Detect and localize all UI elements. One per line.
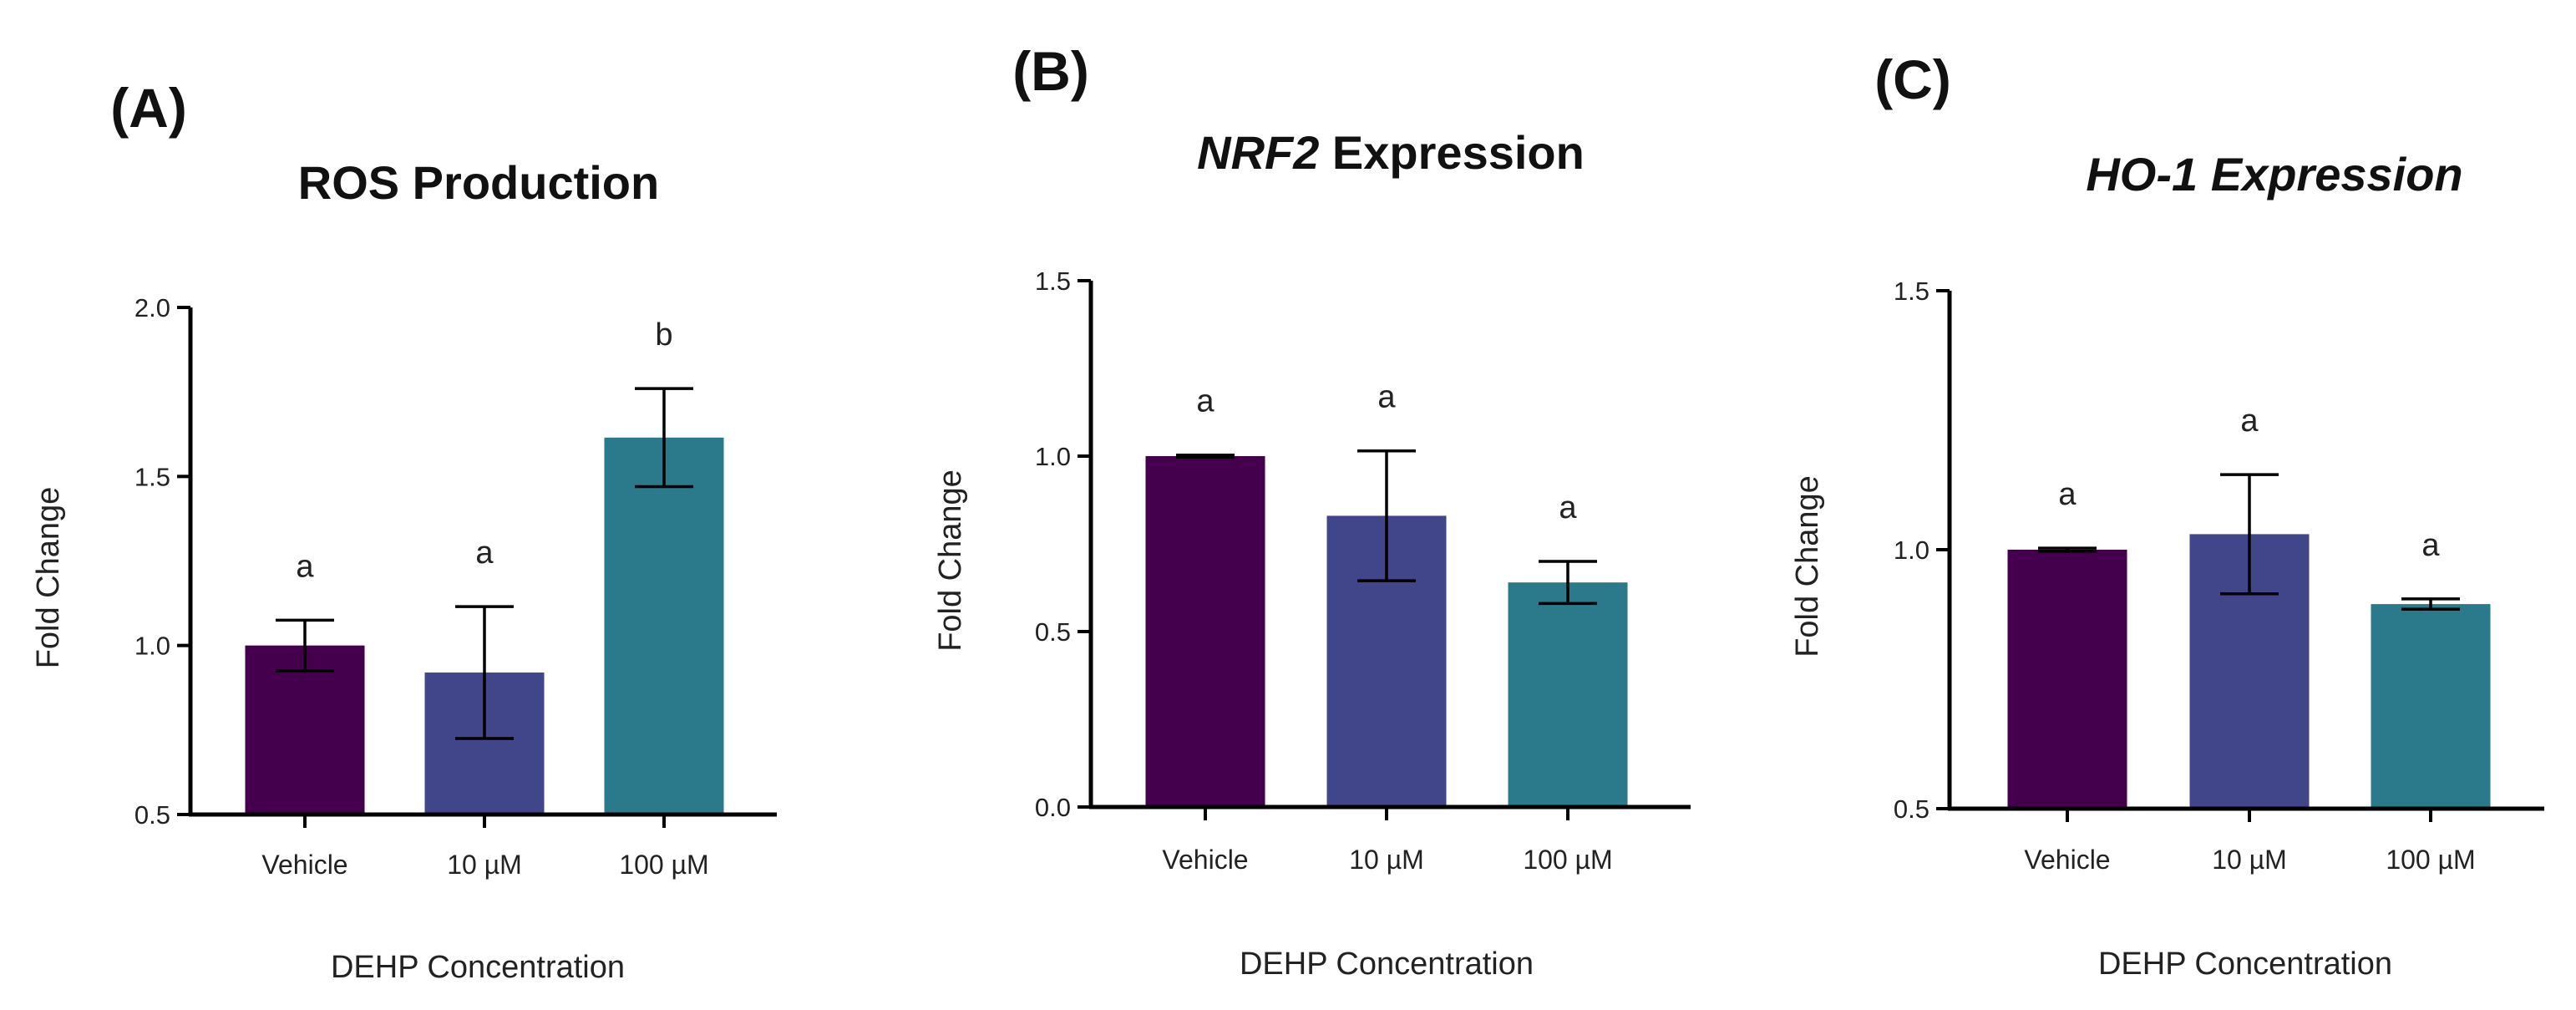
y-tick-label: 1.5 bbox=[1894, 277, 1929, 306]
bar bbox=[604, 437, 724, 815]
x-axis-label: DEHP Concentration bbox=[1240, 947, 1534, 982]
significance-label: a bbox=[475, 535, 494, 571]
error-bar bbox=[455, 605, 514, 740]
panel-label: (A) bbox=[110, 77, 187, 139]
y-tick-label: 1.0 bbox=[1894, 535, 1929, 565]
y-tick-label: 0.5 bbox=[1894, 794, 1929, 824]
significance-label: b bbox=[655, 317, 672, 353]
error-bar bbox=[2401, 597, 2460, 612]
significance-label: a bbox=[296, 549, 314, 584]
bar bbox=[2371, 604, 2491, 809]
y-tick-label: 2.0 bbox=[134, 293, 170, 322]
category-label: Vehicle bbox=[1162, 845, 1248, 875]
significance-label: a bbox=[2421, 528, 2440, 563]
error-bar bbox=[635, 387, 693, 489]
y-axis-label: Fold Change bbox=[933, 469, 968, 652]
category-label: 100 µM bbox=[1523, 845, 1612, 875]
y-tick-label: 1.5 bbox=[1035, 266, 1071, 296]
category-label: 100 µM bbox=[619, 850, 708, 880]
chart-title-part: Expression bbox=[1319, 126, 1584, 179]
chart-title-part: ROS Production bbox=[298, 156, 659, 209]
error-bar bbox=[1176, 453, 1235, 459]
bar bbox=[245, 645, 365, 815]
bar bbox=[1508, 582, 1628, 807]
category-label: 10 µM bbox=[447, 850, 522, 880]
category-label: Vehicle bbox=[2024, 845, 2110, 875]
error-bar bbox=[2038, 546, 2097, 553]
category-label: 100 µM bbox=[2386, 845, 2475, 875]
bar bbox=[2007, 550, 2127, 809]
y-tick-label: 1.0 bbox=[1035, 442, 1071, 471]
category-label: Vehicle bbox=[261, 850, 347, 880]
chart-title: ROS Production bbox=[298, 156, 659, 209]
significance-label: a bbox=[2058, 477, 2077, 512]
chart-panel-a: (A) ROS Production a a b 0.5 1.0 1.5 2.0 Vehicle 1… bbox=[31, 77, 777, 985]
error-bar bbox=[276, 618, 334, 672]
significance-label: a bbox=[1377, 380, 1396, 415]
chart-panel-b: (B) NRF2 Expression a a a 0.0 0.5 1.0 1.5 Vehicle… bbox=[933, 40, 1691, 982]
y-tick-label: 0.5 bbox=[1035, 617, 1071, 647]
category-label: 10 µM bbox=[1349, 845, 1424, 875]
y-tick-label: 1.0 bbox=[134, 632, 170, 661]
chart-title: HO-1 Expression bbox=[2086, 148, 2462, 200]
y-tick-label: 0.5 bbox=[134, 800, 170, 830]
chart-panel-c: (C) HO-1 Expression a a a 0.5 1.0 1.5 Vehicle 10 … bbox=[1790, 48, 2544, 982]
significance-label: a bbox=[1196, 384, 1214, 419]
y-axis-label: Fold Change bbox=[1790, 475, 1825, 657]
error-bar bbox=[2220, 473, 2279, 596]
chart-title-part: NRF2 bbox=[1197, 126, 1319, 179]
chart-title-part: HO-1 Expression bbox=[2086, 148, 2462, 200]
chart-title: NRF2 Expression bbox=[1197, 126, 1585, 179]
x-axis-label: DEHP Concentration bbox=[331, 950, 625, 985]
error-bar bbox=[1539, 560, 1597, 606]
y-tick-label: 0.0 bbox=[1035, 793, 1071, 822]
category-label: 10 µM bbox=[2212, 845, 2287, 875]
bar bbox=[1145, 456, 1265, 807]
panel-label: (B) bbox=[1012, 40, 1089, 102]
panel-label: (C) bbox=[1874, 48, 1951, 110]
y-tick-label: 1.5 bbox=[134, 462, 170, 491]
significance-label: a bbox=[1559, 490, 1577, 525]
error-bar bbox=[1357, 449, 1416, 582]
x-axis-label: DEHP Concentration bbox=[2098, 947, 2392, 982]
significance-label: a bbox=[2240, 403, 2259, 439]
y-axis-label: Fold Change bbox=[31, 487, 66, 669]
